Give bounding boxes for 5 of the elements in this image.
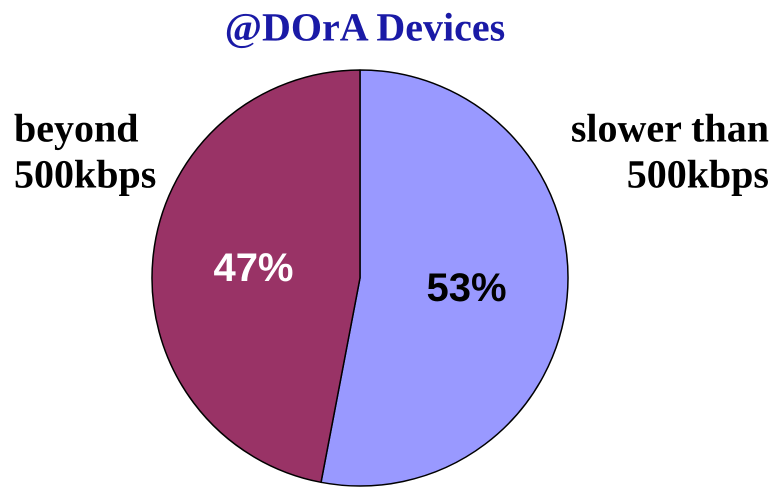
data-label: 47%: [213, 246, 294, 290]
slice-label: beyond 500kbps: [14, 106, 156, 196]
chart-title: @DOrA Devices: [224, 4, 506, 50]
slice-label: slower than 500kbps: [570, 106, 769, 196]
data-label: 53%: [426, 266, 507, 310]
